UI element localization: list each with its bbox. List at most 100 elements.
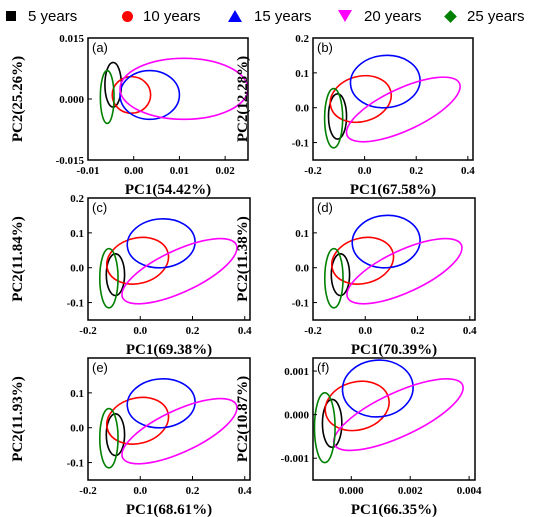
x-tick-label: 0.2: [186, 325, 200, 337]
confidence-ellipse-5-years: [105, 412, 126, 457]
y-axis-label: PC2(11.93%): [10, 376, 26, 461]
x-tick-label: 0.0: [133, 485, 147, 497]
y-tick-label: -0.1: [292, 138, 309, 150]
x-axis-label: PC1(68.61%): [126, 502, 212, 517]
x-tick-label: 0.4: [461, 165, 475, 177]
plot-frame: [312, 357, 476, 481]
y-tick-label: -0.1: [292, 298, 309, 310]
x-tick-label: 0.0: [358, 325, 372, 337]
plot-frame: [87, 197, 251, 321]
x-axis-label: PC1(67.58%): [350, 182, 436, 198]
x-axis-label: PC1(54.42%): [125, 182, 211, 198]
confidence-ellipse-15-years: [119, 69, 181, 121]
confidence-ellipse-10-years: [111, 75, 152, 115]
confidence-ellipse-25-years: [323, 247, 344, 309]
y-tick-label: 0.000: [284, 410, 309, 422]
x-tick-label: -0.2: [79, 325, 97, 337]
x-tick-label: 0.4: [238, 485, 252, 497]
y-axis-label: PC2(10.87%): [235, 376, 251, 462]
x-tick-label: 0.01: [170, 165, 189, 177]
y-tick-label: 0.1: [295, 228, 309, 240]
x-tick-label: 0.000: [339, 485, 364, 497]
panel-label: (d): [317, 200, 333, 215]
confidence-ellipse-25-years: [99, 69, 115, 125]
y-tick-label: 0.0: [295, 103, 309, 115]
confidence-ellipse-25-years: [98, 407, 119, 469]
legend-item-20-years: 20 years: [338, 6, 422, 26]
y-axis-label: PC2(25.26%): [10, 56, 26, 142]
chart-panel-c: (c) -0.2 0.0 0.2 0.4 -0.1 0.0 0.1 0.2 PC1(69.38%)…: [10, 193, 252, 358]
chart-panel-a: (a) -0.01 0.00 0.01 0.02 -0.015 0.000 0.015 PC1(…: [10, 33, 249, 198]
legend-item-25-years: 25 years: [444, 6, 525, 26]
x-tick-label: 0.2: [186, 485, 200, 497]
confidence-ellipse-15-years: [126, 218, 196, 269]
confidence-ellipse-20-years: [346, 237, 463, 305]
y-tick-label: 0.0: [295, 263, 309, 275]
confidence-ellipse-15-years: [349, 54, 421, 109]
y-tick-label: 0.015: [59, 33, 84, 45]
confidence-ellipse-10-years: [324, 380, 390, 432]
x-tick-label: 0.02: [216, 165, 236, 177]
confidence-ellipse-15-years: [351, 214, 421, 269]
y-axis-label: PC2(11.84%): [10, 216, 26, 301]
x-tick-label: 0.4: [463, 325, 477, 337]
confidence-ellipse-10-years: [105, 396, 170, 445]
ellipse-group: [98, 218, 238, 309]
y-tick-label: -0.015: [56, 155, 85, 167]
x-tick-label: -0.01: [77, 165, 100, 177]
y-tick-label: 0.1: [70, 228, 84, 240]
confidence-ellipse-5-years: [105, 252, 126, 297]
panel-label: (b): [317, 40, 333, 55]
ellipse-group: [99, 57, 248, 125]
legend-label: 5 years: [28, 7, 78, 25]
confidence-ellipse-15-years: [126, 378, 196, 429]
confidence-ellipse-25-years: [323, 87, 344, 149]
y-tick-label: -0.001: [281, 453, 309, 465]
ellipse-group: [313, 359, 464, 464]
chart-panel-f: (f) 0.000 0.002 0.004 -0.001 0.000 0.001 PC1(66…: [235, 357, 482, 517]
square-marker-icon: [6, 11, 16, 21]
ellipse-group: [323, 54, 461, 149]
triangle-up-marker-icon: [228, 10, 242, 22]
confidence-ellipse-20-years: [121, 237, 238, 305]
y-axis-label: PC2(11.38%): [235, 216, 251, 301]
y-tick-label: 0.1: [295, 68, 309, 80]
panel-label: (f): [317, 360, 329, 375]
legend-item-15-years: 15 years: [228, 6, 312, 26]
confidence-ellipse-5-years: [327, 92, 348, 140]
confidence-ellipse-25-years: [98, 247, 119, 309]
legend-item-5-years: 5 years: [6, 6, 77, 26]
confidence-ellipse-20-years: [121, 397, 238, 465]
confidence-ellipse-25-years: [313, 392, 336, 464]
y-tick-label: 0.000: [59, 94, 84, 106]
confidence-ellipse-20-years: [332, 378, 464, 452]
y-tick-label: 0.001: [284, 366, 309, 378]
y-tick-label: 0.0: [70, 423, 84, 435]
confidence-ellipse-20-years: [119, 57, 248, 121]
plot-frame: [312, 197, 476, 321]
legend-label: 15 years: [254, 7, 312, 25]
y-tick-label: 0.2: [70, 193, 84, 205]
confidence-ellipse-10-years: [329, 74, 393, 124]
x-axis-label: PC1(69.38%): [126, 342, 212, 358]
legend: 5 years 10 years 15 years 20 years 25 ye…: [0, 0, 550, 30]
y-tick-label: 0.0: [70, 263, 84, 275]
chart-panel-b: (b) -0.2 0.0 0.2 0.4 -0.1 0.0 0.1 0.2 PC1(67.58%)…: [235, 33, 475, 198]
x-tick-label: 0.004: [457, 485, 482, 497]
x-axis-label: PC1(70.39%): [351, 342, 437, 358]
confidence-ellipse-5-years: [321, 398, 343, 449]
x-tick-label: 0.00: [124, 165, 144, 177]
chart-panel-d: (d) -0.2 0.0 0.2 0.4 -0.1 0.0 0.1 PC1(70.39%) PC2…: [235, 197, 477, 358]
x-tick-label: -0.2: [79, 485, 97, 497]
y-tick-label: -0.1: [67, 298, 84, 310]
y-tick-label: -0.1: [67, 458, 84, 470]
confidence-ellipse-5-years: [330, 252, 351, 297]
x-tick-label: 0.4: [238, 325, 252, 337]
y-tick-label: 0.1: [70, 388, 84, 400]
x-tick-label: 0.002: [398, 485, 423, 497]
confidence-ellipse-20-years: [345, 76, 461, 143]
x-tick-label: 0.0: [133, 325, 147, 337]
legend-label: 20 years: [364, 7, 422, 25]
x-tick-label: 0.2: [411, 325, 425, 337]
